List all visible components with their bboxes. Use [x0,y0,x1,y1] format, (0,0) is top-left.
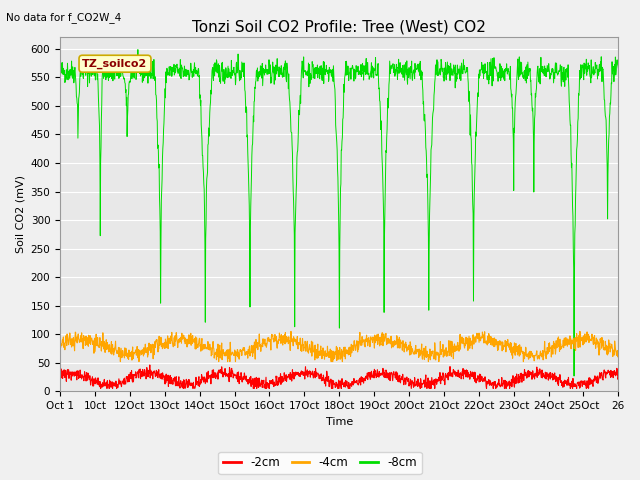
-4cm [316,348,323,354]
-8cm [315,71,323,76]
Y-axis label: Soil CO2 (mV): Soil CO2 (mV) [15,175,25,253]
Text: No data for f_CO2W_4: No data for f_CO2W_4 [6,12,122,23]
-8cm [305,84,313,90]
-4cm [287,328,295,334]
Line: -8cm: -8cm [60,49,618,376]
-8cm [56,66,64,72]
-8cm [134,47,141,52]
-4cm [374,335,382,341]
-8cm [294,149,301,155]
-2cm [146,362,154,368]
Text: TZ_soilco2: TZ_soilco2 [83,59,148,69]
-8cm [570,373,578,379]
-4cm [99,342,107,348]
-2cm [97,385,104,391]
-2cm [56,377,64,383]
-2cm [305,370,313,375]
Line: -2cm: -2cm [60,365,618,388]
-8cm [614,65,622,71]
-2cm [122,374,130,380]
-2cm [100,384,108,389]
-4cm [294,345,301,351]
Line: -4cm: -4cm [60,331,618,361]
-8cm [374,60,382,66]
-2cm [374,371,382,376]
-8cm [122,86,130,92]
-2cm [294,371,301,377]
-4cm [305,344,313,349]
-4cm [116,359,124,364]
-8cm [99,69,107,75]
Legend: -2cm, -4cm, -8cm: -2cm, -4cm, -8cm [218,452,422,474]
X-axis label: Time: Time [326,417,353,427]
-4cm [614,350,622,356]
-4cm [122,348,130,353]
-4cm [56,338,64,344]
-2cm [316,376,323,382]
Title: Tonzi Soil CO2 Profile: Tree (West) CO2: Tonzi Soil CO2 Profile: Tree (West) CO2 [192,20,486,35]
-2cm [614,374,622,380]
